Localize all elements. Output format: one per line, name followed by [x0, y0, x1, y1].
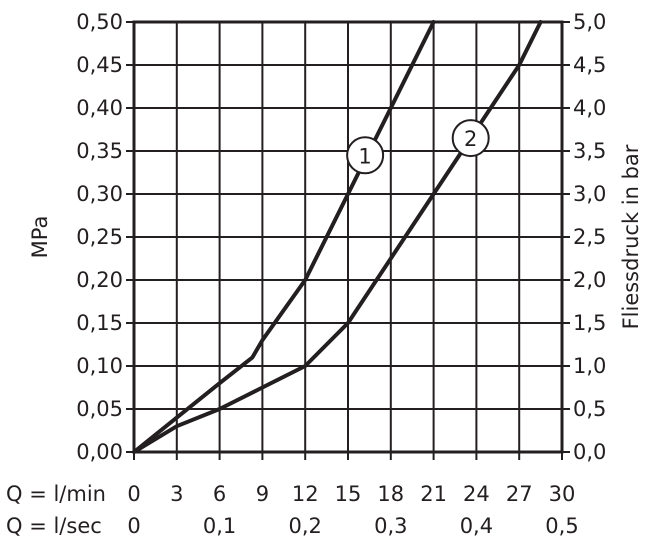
- x-tick-label: 18: [377, 482, 404, 506]
- y-tick-label-right: 4,5: [573, 53, 606, 77]
- x-tick-label: 15: [335, 482, 362, 506]
- y-tick-label-right: 3,5: [573, 139, 606, 163]
- y-ticks-right: 0,0 0,5 1,0 1,5 2,0 2,5 3,0 3,5 4,0 4,5 5,0: [562, 10, 606, 464]
- y-ticks-left: 0,00 0,05 0,10 0,15 0,20 0,25 0,30 0,35 0,40 0,45…: [76, 10, 134, 464]
- y-tick-label-left: 0,45: [76, 53, 123, 77]
- y-axis-title-right: Fliessdruck in bar: [619, 144, 643, 329]
- x-tick-label: 21: [420, 482, 447, 506]
- series-marker-2: [451, 119, 490, 158]
- y-tick-label-right: 1,5: [573, 311, 606, 335]
- y-tick-label-left: 0,40: [76, 96, 123, 120]
- y-tick-label-right: 5,0: [573, 10, 606, 34]
- grid: [134, 22, 562, 452]
- series-marker-1: [346, 136, 385, 175]
- y-tick-label-right: 1,0: [573, 354, 606, 378]
- y-tick-label-left: 0,35: [76, 139, 123, 163]
- y-tick-label-left: 0,05: [76, 397, 123, 421]
- x-tick-label: 12: [292, 482, 319, 506]
- x-tick-label: 6: [213, 482, 226, 506]
- y-tick-label-right: 3,0: [573, 182, 606, 206]
- series-label-1: 1: [358, 144, 371, 168]
- y-tick-label-left: 0,50: [76, 10, 123, 34]
- x-tick-label: 0,3: [374, 514, 407, 538]
- y-tick-label-right: 0,0: [573, 440, 606, 464]
- x-tick-label: 24: [463, 482, 490, 506]
- y-axis-title-left: MPa: [28, 216, 52, 259]
- y-tick-label-left: 0,10: [76, 354, 123, 378]
- y-tick-label-left: 0,20: [76, 268, 123, 292]
- x-tick-label: 0: [127, 514, 140, 538]
- x-tick-label: 27: [506, 482, 533, 506]
- y-tick-label-right: 2,5: [573, 225, 606, 249]
- series-label-2: 2: [464, 127, 477, 151]
- y-tick-label-left: 0,00: [76, 440, 123, 464]
- x-ticks: Q = l/min 0 3 6 9 12 15 18 21 24 27 30 Q = l/sec 0 0,1…: [6, 452, 579, 538]
- series-line-2: [132, 20, 543, 454]
- y-tick-label-left: 0,25: [76, 225, 123, 249]
- x-tick-label: 0,1: [203, 514, 236, 538]
- series-line-1: [132, 20, 436, 454]
- x-row-prefix: Q = l/sec: [6, 514, 102, 538]
- x-tick-label: 30: [549, 482, 576, 506]
- series-layer: 12: [132, 20, 543, 454]
- y-tick-label-left: 0,30: [76, 182, 123, 206]
- y-tick-label-right: 4,0: [573, 96, 606, 120]
- y-tick-label-right: 0,5: [573, 397, 606, 421]
- y-tick-label-left: 0,15: [76, 311, 123, 335]
- x-tick-label: 0,2: [288, 514, 321, 538]
- y-tick-label-right: 2,0: [573, 268, 606, 292]
- x-tick-label: 9: [256, 482, 269, 506]
- x-row-prefix: Q = l/min: [6, 482, 106, 506]
- x-tick-label: 0,5: [545, 514, 578, 538]
- x-tick-label: 0,4: [460, 514, 493, 538]
- x-tick-label: 3: [170, 482, 183, 506]
- x-tick-label: 0: [127, 482, 140, 506]
